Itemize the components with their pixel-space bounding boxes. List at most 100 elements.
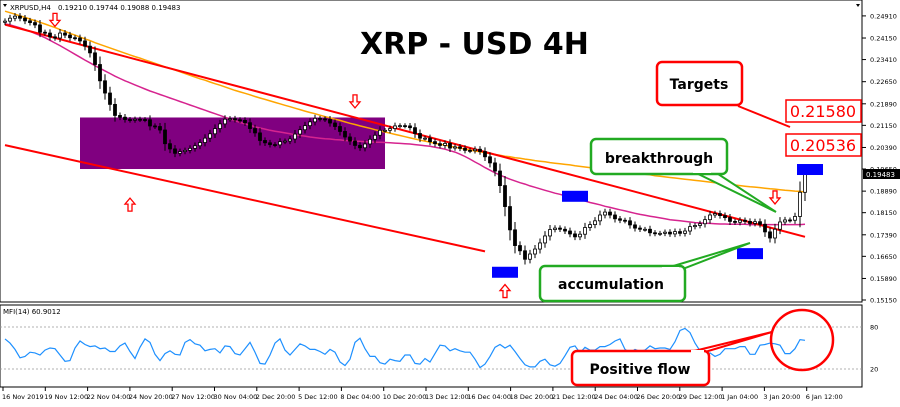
candle-body bbox=[448, 142, 452, 149]
candle-body bbox=[668, 231, 672, 235]
candle-body bbox=[173, 148, 177, 154]
candle bbox=[453, 144, 457, 151]
candle bbox=[328, 115, 332, 127]
candle-body bbox=[623, 219, 627, 222]
candle-body bbox=[628, 220, 632, 226]
candle-body bbox=[543, 235, 547, 244]
candle-body bbox=[348, 136, 352, 142]
accumulation-callout-joint bbox=[662, 267, 679, 272]
candle bbox=[233, 115, 237, 123]
candle bbox=[98, 56, 102, 89]
candle-body bbox=[523, 250, 527, 260]
candle-body bbox=[128, 119, 132, 121]
candle-body bbox=[563, 228, 567, 232]
candle bbox=[533, 244, 537, 259]
candle bbox=[538, 238, 542, 254]
candle bbox=[658, 230, 662, 237]
swing-low-marker bbox=[737, 248, 763, 260]
symbol-dropdown-icon[interactable] bbox=[3, 4, 7, 7]
x-tick-label: 16 Nov 2019 bbox=[2, 393, 44, 401]
candle-body bbox=[698, 223, 702, 226]
candle bbox=[113, 98, 117, 122]
candle bbox=[688, 222, 692, 235]
mfi-layer: 80 20 bbox=[0, 324, 878, 374]
candle-body bbox=[648, 228, 652, 234]
candle-body bbox=[18, 15, 22, 19]
candle bbox=[753, 218, 757, 227]
candle bbox=[33, 19, 37, 29]
chart-title: XRP - USD 4H bbox=[360, 27, 589, 62]
candle-body bbox=[383, 129, 387, 132]
swing-low-marker bbox=[492, 266, 518, 278]
candle bbox=[398, 123, 402, 129]
candle-body bbox=[268, 142, 272, 145]
sell-arrow bbox=[768, 190, 782, 205]
candle-body bbox=[78, 37, 82, 42]
candle bbox=[18, 13, 22, 22]
candle bbox=[483, 147, 487, 161]
candle bbox=[93, 46, 97, 71]
candle-body bbox=[798, 191, 802, 217]
candle bbox=[243, 117, 247, 126]
candle bbox=[158, 122, 162, 134]
candle bbox=[133, 116, 137, 123]
x-tick-label: 19 Nov 12:00 bbox=[44, 393, 88, 401]
candle-body bbox=[358, 145, 362, 149]
candle bbox=[378, 126, 382, 140]
candle bbox=[23, 14, 27, 25]
candle-body bbox=[113, 103, 117, 116]
candle-body bbox=[353, 140, 357, 146]
candle bbox=[468, 147, 472, 154]
candle-body bbox=[603, 211, 607, 216]
candle-body bbox=[58, 32, 62, 39]
candle bbox=[123, 114, 127, 123]
candle bbox=[138, 116, 142, 122]
candle-body bbox=[183, 149, 187, 152]
candle bbox=[63, 30, 67, 39]
candle-body bbox=[88, 45, 92, 54]
candle-body bbox=[413, 127, 417, 134]
mfi-line bbox=[4, 327, 806, 369]
candle-body bbox=[708, 214, 712, 221]
candle-body bbox=[803, 173, 807, 193]
targets-callout bbox=[655, 60, 744, 107]
candle bbox=[203, 134, 207, 147]
candle bbox=[268, 139, 272, 148]
candle-body bbox=[203, 137, 207, 143]
markers-layer bbox=[48, 12, 823, 299]
candle-body bbox=[733, 221, 737, 223]
candle-body bbox=[723, 215, 727, 219]
candle bbox=[318, 115, 322, 122]
candle bbox=[523, 245, 527, 265]
candle bbox=[258, 127, 262, 146]
targets-label: Targets bbox=[670, 77, 729, 93]
x-tick-label: 8 Dec 04:00 bbox=[340, 393, 380, 401]
candle-body bbox=[298, 129, 302, 135]
scroll-down-icon[interactable] bbox=[856, 4, 860, 7]
y-tick-label: 0.24150 bbox=[870, 35, 897, 43]
candle bbox=[708, 211, 712, 224]
target-1-box bbox=[785, 99, 862, 123]
candle-body bbox=[423, 137, 427, 140]
candle-body bbox=[713, 213, 717, 216]
candle bbox=[313, 114, 317, 126]
candle-body bbox=[303, 125, 307, 131]
candle-body bbox=[493, 162, 497, 172]
candle bbox=[183, 147, 187, 155]
x-tick-label: 30 Nov 04:00 bbox=[214, 393, 258, 401]
candle bbox=[293, 130, 297, 144]
candle-body bbox=[388, 128, 392, 131]
x-tick-label: 27 Nov 12:00 bbox=[171, 393, 215, 401]
candle-body bbox=[408, 125, 412, 129]
candle bbox=[778, 217, 782, 235]
candle-body bbox=[443, 142, 447, 146]
candle bbox=[68, 31, 72, 41]
candle-body bbox=[568, 230, 572, 235]
candle-body bbox=[513, 229, 517, 246]
x-tick-label: 18 Dec 20:00 bbox=[510, 393, 554, 401]
candle bbox=[393, 122, 397, 132]
candle bbox=[623, 217, 627, 224]
candle bbox=[368, 135, 372, 148]
candle-body bbox=[198, 142, 202, 147]
buy-arrow bbox=[498, 283, 512, 299]
